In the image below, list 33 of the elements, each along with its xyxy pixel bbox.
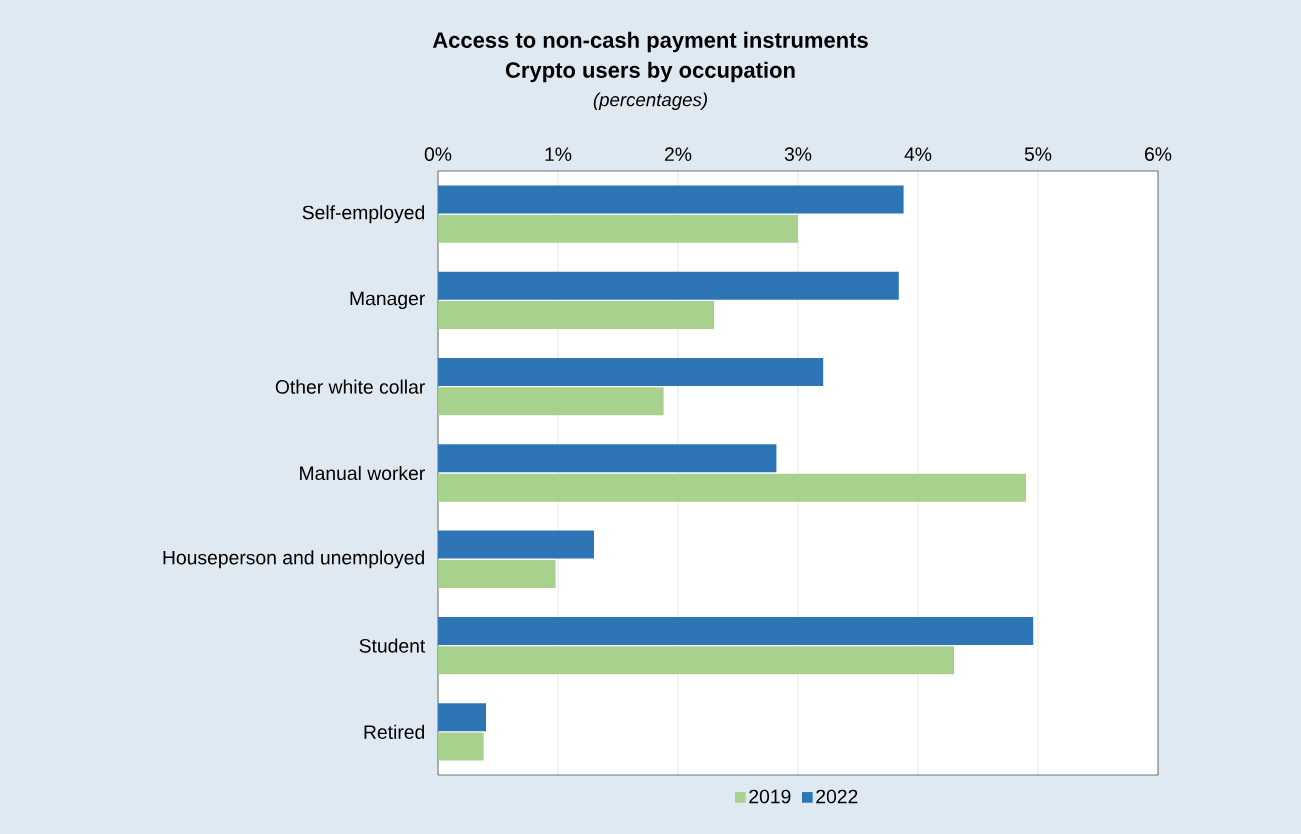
y-tick-label: Other white collar [275,379,425,394]
y-tick-label: Manager [350,291,425,310]
y-tick-label: Retired [364,724,425,739]
bar [438,646,955,675]
bar [438,473,1026,502]
x-tick-label: 2% [665,147,692,161]
bar [438,559,556,588]
bar [438,732,484,761]
y-tick-label: Self-employed [302,205,425,224]
bar [438,616,1034,645]
x-tick-label: 0% [424,147,452,161]
text: (percentages) [593,92,707,111]
legend-label: 2019 [749,789,791,804]
bar [438,530,594,559]
x-tick-label: 3% [784,147,812,161]
x-tick-label: 1% [545,147,572,161]
legend-label: 2022 [816,789,858,804]
bar [438,387,664,416]
x-tick-label: 4% [904,147,932,161]
x-tick-label: 5% [1024,147,1052,161]
chart-title: Access to non-cash payment instruments [432,31,868,53]
x-tick-label: 6% [1145,147,1172,161]
y-tick-label: Student [359,638,426,653]
bar [438,703,487,732]
y-tick-label: Houseperson and unemployed [163,550,424,569]
chart-subtitle: Crypto users by occupation [505,61,795,83]
bar [438,214,798,243]
bar [438,358,824,387]
y-tick-label: Manual worker [300,465,425,481]
bar [438,185,904,214]
bar [438,271,899,300]
bar [438,301,714,330]
bar [438,444,777,473]
